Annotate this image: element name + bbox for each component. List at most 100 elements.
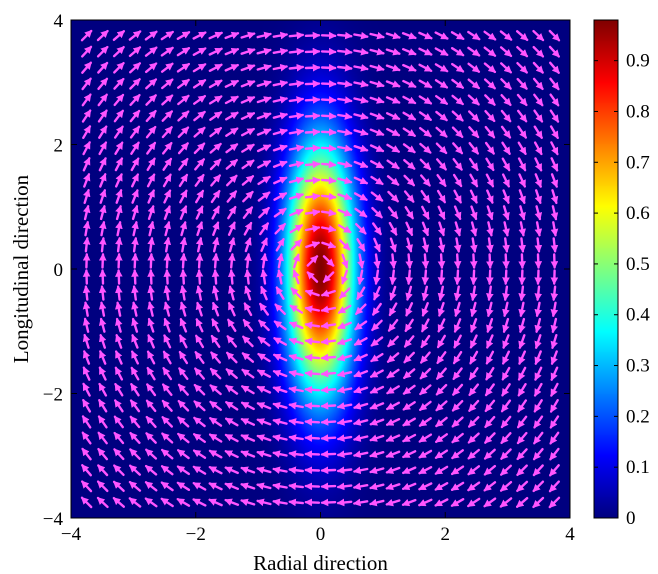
vector-arrow — [144, 497, 158, 508]
vector-arrow — [115, 252, 123, 269]
vector-arrow — [356, 238, 366, 252]
vector-arrow — [256, 80, 272, 88]
vector-arrow — [338, 239, 351, 251]
vector-arrow — [147, 285, 155, 301]
vector-arrow — [437, 318, 446, 333]
vector-arrow — [405, 269, 413, 286]
vector-arrow — [486, 237, 494, 253]
vector-arrow — [518, 237, 527, 253]
vector-arrow — [272, 31, 289, 40]
vector-arrow — [177, 400, 190, 412]
vector-arrow — [241, 352, 255, 363]
vector-arrow — [337, 31, 353, 40]
vector-arrow — [549, 93, 560, 107]
vector-arrow — [355, 222, 367, 235]
vector-arrow — [113, 109, 125, 123]
vector-arrow — [484, 94, 496, 106]
vector-arrow — [385, 466, 401, 474]
vector-arrow — [533, 141, 543, 156]
vector-arrow — [418, 95, 433, 105]
vector-arrow — [516, 431, 528, 445]
vector-arrow — [336, 482, 353, 491]
vector-arrow — [434, 465, 449, 475]
vector-arrow — [549, 125, 559, 140]
vector-arrow — [304, 482, 321, 491]
vector-arrow — [146, 350, 156, 365]
vector-arrow — [336, 450, 353, 458]
vector-arrow — [147, 301, 155, 317]
vector-arrow — [435, 94, 449, 105]
vector-arrow — [534, 269, 543, 286]
vector-arrow — [401, 466, 417, 475]
vector-arrow — [160, 448, 174, 460]
vector-arrow — [320, 112, 337, 120]
vector-arrow — [403, 368, 416, 379]
vector-arrow — [484, 399, 496, 413]
vector-arrow — [99, 172, 107, 188]
vector-arrow — [131, 252, 139, 269]
vector-arrow — [517, 366, 527, 381]
vector-arrow — [224, 31, 240, 40]
vector-arrow — [452, 383, 464, 396]
vector-arrow — [320, 434, 337, 442]
vector-arrow — [403, 158, 416, 170]
vector-arrow — [450, 47, 465, 57]
vector-arrow — [451, 78, 465, 89]
colorbar-axis: 0 0.1 0.2 0.3 0.4 0.5 0.6 0.7 0.8 0.9 — [594, 51, 650, 529]
vector-arrow — [372, 302, 382, 316]
vector-arrow — [353, 64, 369, 72]
vector-arrow — [112, 30, 126, 41]
vector-arrow — [97, 109, 108, 123]
vector-arrow — [210, 334, 221, 348]
vector-arrow — [435, 110, 448, 122]
vector-arrow — [371, 206, 383, 219]
vector-arrow — [370, 336, 384, 347]
colorbar-tick-label: 0.5 — [626, 254, 650, 275]
vector-arrow — [452, 157, 463, 171]
vector-arrow — [548, 29, 561, 42]
vector-arrow — [436, 158, 447, 171]
vector-arrow — [451, 416, 464, 428]
vector-arrow — [549, 77, 560, 91]
vector-arrow — [337, 304, 352, 314]
vector-arrow — [453, 269, 462, 286]
vector-arrow — [486, 221, 494, 237]
vector-arrow — [80, 480, 93, 493]
vector-arrow — [369, 385, 385, 394]
vector-arrow — [533, 382, 543, 397]
vector-arrow — [419, 158, 432, 171]
vector-arrow — [533, 125, 543, 140]
vector-arrow — [193, 383, 206, 396]
vector-arrow — [115, 317, 123, 333]
vector-arrow — [81, 77, 92, 91]
vector-arrow — [272, 47, 289, 56]
vector-arrow — [160, 481, 174, 492]
vector-arrow — [320, 289, 336, 297]
vector-arrow — [162, 157, 173, 171]
vector-arrow — [320, 498, 337, 507]
vector-arrow — [161, 383, 173, 396]
colorbar-tick-label: 0.1 — [626, 457, 650, 478]
vector-arrow — [113, 448, 125, 461]
vector-arrow — [99, 204, 107, 221]
vector-arrow — [272, 96, 288, 104]
vector-arrow — [208, 47, 223, 56]
vector-arrow — [192, 79, 207, 89]
vector-arrow — [195, 205, 204, 220]
vector-arrow — [369, 402, 385, 410]
vector-arrow — [483, 62, 497, 74]
vector-arrow — [469, 350, 479, 365]
vector-arrow — [386, 352, 400, 363]
vector-arrow — [193, 400, 206, 412]
vector-arrow — [128, 464, 142, 476]
vector-arrow — [452, 367, 463, 381]
vector-arrow — [304, 144, 321, 153]
vector-arrow — [468, 416, 480, 428]
vector-arrow — [210, 174, 222, 187]
vector-arrow — [147, 334, 155, 349]
vector-arrow — [550, 382, 559, 397]
vector-arrow — [337, 224, 352, 234]
vector-arrow — [208, 79, 223, 89]
vector-arrow — [192, 482, 207, 491]
vector-arrow — [534, 157, 543, 172]
